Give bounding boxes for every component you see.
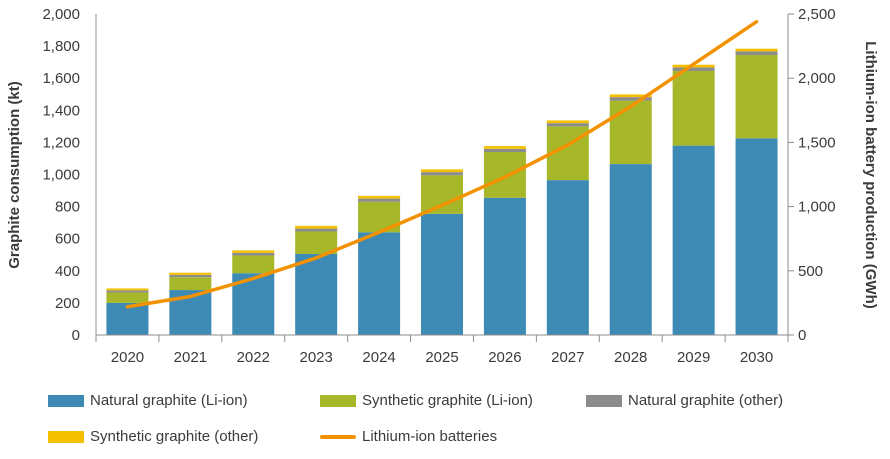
legend-label: Synthetic graphite (Li-ion) [362, 392, 533, 409]
y-left-tick-label: 1,800 [42, 38, 80, 55]
bar-segment-natural-graphite-other-2030 [735, 51, 778, 55]
bar-segment-synthetic-graphite-other-2020 [106, 288, 149, 291]
legend-item-synthetic-other: Synthetic graphite (other) [48, 428, 258, 445]
y-left-tick-label: 800 [55, 199, 80, 216]
bar-segment-synthetic-graphite-li-ion-2028 [609, 100, 652, 165]
y-left-tick-label: 1,000 [42, 167, 80, 184]
y-axis-left-ticks: 0 200 400 600 800 1,000 1,200 1,400 1,600 1,800 2,… [42, 6, 80, 344]
y-left-tick-label: 0 [72, 327, 80, 344]
x-tick-label: 2030 [740, 349, 773, 366]
bar-segment-natural-graphite-other-2021 [169, 274, 212, 278]
y-left-tick-label: 600 [55, 231, 80, 248]
bar-segment-natural-graphite-other-2026 [483, 148, 526, 153]
bar-segment-synthetic-graphite-li-ion-2025 [421, 175, 463, 214]
bar-segment-natural-graphite-other-2024 [358, 198, 401, 202]
legend-item-synthetic-li-ion: Synthetic graphite (Li-ion) [320, 392, 533, 409]
legend-label: Natural graphite (Li-ion) [90, 392, 248, 409]
bar-segment-synthetic-graphite-other-2022 [232, 250, 275, 253]
y-axis-left-title: Graphite consumption (kt) [6, 81, 23, 269]
legend: Natural graphite (Li-ion) Synthetic grap… [0, 388, 890, 459]
bar-segment-natural-graphite-other-2027 [546, 123, 589, 127]
bar-segment-natural-graphite-other-2028 [609, 97, 652, 101]
bar-segment-natural-graphite-li-ion-2023 [295, 253, 338, 335]
x-tick-label: 2025 [425, 349, 458, 366]
bar-segment-synthetic-graphite-li-ion-2030 [735, 54, 778, 139]
x-tick-label: 2021 [174, 349, 207, 366]
bar-segment-synthetic-graphite-li-ion-2021 [169, 277, 212, 291]
y-right-tick-label: 500 [798, 263, 823, 280]
y-left-tick-label: 400 [55, 263, 80, 280]
bar-segment-natural-graphite-li-ion-2024 [358, 232, 401, 335]
legend-label: Synthetic graphite (other) [90, 428, 259, 445]
legend-swatch [48, 430, 84, 443]
y-left-tick-label: 1,200 [42, 134, 80, 151]
bar-segment-natural-graphite-other-2022 [232, 252, 275, 256]
bar-segment-synthetic-graphite-other-2030 [735, 48, 778, 52]
bar-segment-natural-graphite-li-ion-2026 [483, 197, 526, 335]
bar-segment-synthetic-graphite-li-ion-2020 [106, 292, 149, 303]
y-right-tick-label: 2,500 [798, 6, 836, 23]
y-left-tick-label: 200 [55, 295, 80, 312]
bar-segment-natural-graphite-li-ion-2030 [735, 138, 778, 335]
legend-item-natural-li-ion: Natural graphite (Li-ion) [48, 392, 248, 409]
legend-swatch [320, 394, 356, 407]
bar-segment-natural-graphite-li-ion-2028 [609, 164, 652, 335]
bar-segment-natural-graphite-li-ion-2025 [421, 213, 463, 335]
legend-label: Lithium-ion batteries [362, 428, 498, 445]
legend-item-natural-other: Natural graphite (other) [586, 392, 783, 409]
x-tick-label: 2029 [677, 349, 710, 366]
bar-segment-synthetic-graphite-li-ion-2023 [295, 231, 338, 254]
x-tick-label: 2020 [111, 349, 144, 366]
bar-segment-synthetic-graphite-other-2024 [358, 195, 401, 199]
y-right-tick-label: 1,000 [798, 199, 836, 216]
x-tick-label: 2022 [237, 349, 270, 366]
bar-segment-synthetic-graphite-li-ion-2026 [483, 152, 526, 198]
chart: 2020 2021 2022 2023 2024 2025 2026 2027 2028 2029… [6, 6, 879, 366]
bar-segment-natural-graphite-other-2025 [421, 172, 463, 176]
y-right-tick-label: 2,000 [798, 70, 836, 87]
y-right-tick-label: 1,500 [798, 134, 836, 151]
y-left-tick-label: 1,600 [42, 70, 80, 87]
bar-segment-synthetic-graphite-other-2025 [421, 169, 463, 173]
bar-segment-natural-graphite-other-2020 [106, 290, 149, 293]
bar-segment-natural-graphite-other-2023 [295, 228, 338, 232]
bar-segment-synthetic-graphite-li-ion-2022 [232, 255, 275, 274]
y-left-tick-label: 1,400 [42, 102, 80, 119]
lithium-ion-batteries-line [125, 19, 759, 309]
x-tick-label: 2023 [299, 349, 332, 366]
bar-segment-synthetic-graphite-other-2026 [483, 146, 526, 149]
legend-swatch [48, 394, 84, 407]
bar-segment-synthetic-graphite-other-2021 [169, 272, 212, 275]
legend-item-lithium-ion-batteries: Lithium-ion batteries [320, 428, 497, 445]
y-left-tick-label: 2,000 [42, 6, 80, 23]
x-tick-label: 2026 [488, 349, 521, 366]
y-axis-right-ticks: 0 500 1,000 1,500 2,000 2,500 [788, 6, 836, 344]
bar-segment-synthetic-graphite-li-ion-2029 [672, 70, 715, 146]
y-right-tick-label: 0 [798, 327, 806, 344]
x-axis-ticks: 2020 2021 2022 2023 2024 2025 2026 2027 2028 2029… [95, 335, 789, 366]
x-tick-label: 2024 [362, 349, 395, 366]
bar-segment-natural-graphite-li-ion-2027 [546, 180, 589, 335]
legend-swatch [586, 394, 622, 407]
bar-segment-synthetic-graphite-other-2028 [609, 94, 652, 98]
x-tick-label: 2027 [551, 349, 584, 366]
bar-segment-synthetic-graphite-other-2023 [295, 225, 338, 229]
legend-label: Natural graphite (other) [628, 392, 784, 409]
bar-segment-natural-graphite-other-2029 [672, 67, 715, 71]
bar-segment-synthetic-graphite-other-2027 [546, 120, 589, 124]
bar-segment-natural-graphite-li-ion-2029 [672, 145, 715, 335]
legend-line [320, 434, 356, 439]
y-axis-right-title: Lithium-ion battery production (GWh) [862, 41, 879, 308]
x-tick-label: 2028 [614, 349, 647, 366]
